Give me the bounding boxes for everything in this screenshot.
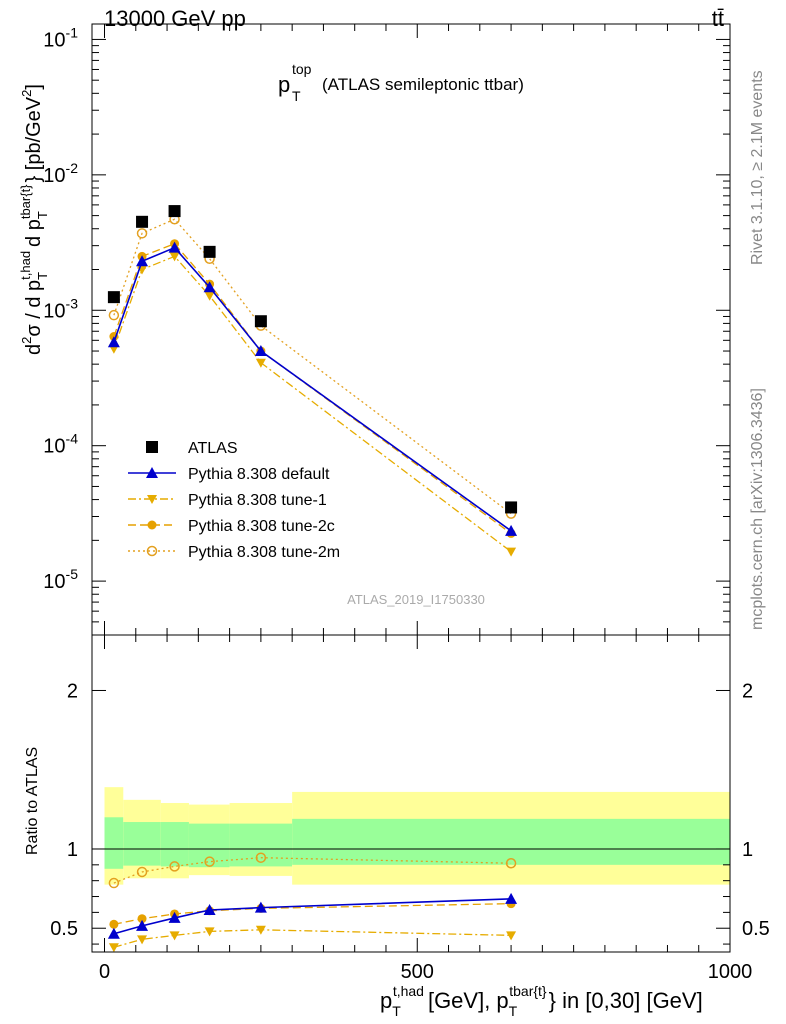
legend-label-default: Pythia 8.308 default bbox=[188, 466, 330, 483]
point-tune2m bbox=[108, 309, 120, 321]
uncertainty-band-inner bbox=[229, 823, 293, 867]
ratio-point-tune1 bbox=[255, 925, 266, 935]
point-atlas bbox=[203, 245, 216, 258]
main-y-axis-label: d2σ / d pTt,hadd pTtbar{t}} [pb/GeV2] bbox=[18, 84, 50, 355]
point-atlas bbox=[254, 315, 267, 328]
ratio-point-default bbox=[168, 911, 181, 923]
ratio-y-axis-label: Ratio to ATLAS bbox=[24, 747, 41, 855]
legend-marker-default bbox=[146, 467, 158, 478]
point-tune1 bbox=[169, 252, 180, 262]
ratio-y-tick-label-left: 2 bbox=[67, 680, 78, 702]
x-tick-label: 500 bbox=[401, 961, 434, 983]
y-tick-label: 10-1 bbox=[43, 24, 78, 51]
svg-text:pTt,had[GeV], pTtbar{t}} in [0: pTt,had [GeV], pTtbar{t}} in [0,30] [GeV] bbox=[380, 983, 703, 1019]
y-tick-label: 10-2 bbox=[43, 160, 78, 187]
series-line-tune2m bbox=[113, 218, 512, 515]
point-default bbox=[107, 336, 120, 348]
ratio-y-tick-label-left: 1 bbox=[67, 839, 78, 861]
energy-label: 13000 GeV pp bbox=[104, 6, 246, 31]
point-tune1 bbox=[506, 547, 517, 557]
legend-label-tune1: Pythia 8.308 tune-1 bbox=[188, 492, 327, 509]
mcplots-label: mcplots.cern.ch [arXiv:1306.3436] bbox=[749, 388, 766, 630]
uncertainty-band-inner bbox=[292, 818, 730, 865]
series-line-tune2c bbox=[113, 242, 512, 534]
legend-label-tune2m: Pythia 8.308 tune-2m bbox=[188, 544, 340, 561]
ratio-line-tune2c bbox=[113, 903, 512, 925]
ratio-point-tune1 bbox=[169, 931, 180, 941]
ratio-point-tune1 bbox=[506, 931, 517, 941]
rivet-label: Rivet 3.1.10, ≥ 2.1M events bbox=[749, 70, 766, 265]
plot-title-main: p bbox=[278, 72, 290, 97]
ratio-point-tune2c bbox=[137, 914, 147, 924]
y-tick-label: 10-4 bbox=[43, 431, 78, 458]
x-tick-label: 1000 bbox=[708, 961, 753, 983]
ratio-point-default bbox=[254, 901, 267, 913]
point-atlas bbox=[168, 205, 181, 218]
process-label: tt̄ bbox=[712, 6, 724, 31]
ratio-point-default bbox=[136, 919, 149, 931]
legend-marker-tune1 bbox=[147, 495, 157, 504]
ratio-point-default bbox=[107, 927, 120, 939]
ratio-point-tune1 bbox=[204, 927, 215, 937]
series-line-tune1 bbox=[113, 255, 512, 553]
point-tune1 bbox=[255, 358, 266, 368]
plot-title: p top T (ATLAS semileptonic ttbar) bbox=[278, 61, 524, 104]
ratio-panel: 0.5 0.5 1 1 2 2 0 500 1000 Ratio to ATLAS pTt,ha… bbox=[24, 634, 770, 1019]
ratio-point-tune2c bbox=[109, 919, 119, 929]
point-tune2m bbox=[136, 228, 148, 239]
legend: ATLAS Pythia 8.308 default Pythia 8.308 tu… bbox=[128, 440, 340, 561]
main-panel: ATLAS_2019_I1750330 p top T (ATLAS semil… bbox=[18, 23, 731, 636]
plot-title-sub: T bbox=[292, 88, 301, 104]
ratio-y-tick-label-right: 0.5 bbox=[742, 918, 770, 940]
svg-text:p: p bbox=[278, 72, 290, 97]
uncertainty-band-inner bbox=[104, 817, 124, 869]
point-default bbox=[168, 241, 181, 253]
ratio-point-tune2m bbox=[108, 877, 120, 889]
ratio-point-tune2m bbox=[169, 861, 180, 872]
point-atlas bbox=[136, 215, 149, 228]
ratio-point-tune2m bbox=[136, 866, 148, 878]
ratio-y-tick-label-right: 1 bbox=[742, 839, 753, 861]
ratio-frame bbox=[91, 634, 731, 953]
ratio-y-tick-label-right: 2 bbox=[742, 680, 753, 702]
uncertainty-band-inner bbox=[188, 823, 230, 868]
ratio-point-tune2m bbox=[204, 856, 215, 867]
point-default bbox=[505, 524, 518, 536]
legend-marker-atlas bbox=[146, 441, 158, 453]
plot-title-sup: top bbox=[292, 61, 312, 77]
svg-text:d2σ / d pTt,hadd pTtbar{t}} [p: d2σ / d pTt,hadd pTtbar{t}} [pb/GeV2] bbox=[18, 84, 50, 355]
legend-marker-tune2c bbox=[147, 520, 157, 530]
point-atlas bbox=[505, 501, 518, 514]
y-tick-label: 10-5 bbox=[43, 566, 78, 593]
point-default bbox=[254, 345, 267, 357]
point-default bbox=[203, 281, 216, 293]
ratio-point-default bbox=[203, 903, 216, 915]
uncertainty-band-inner bbox=[160, 822, 189, 867]
uncertainty-band-inner bbox=[123, 822, 161, 866]
legend-label-tune2c: Pythia 8.308 tune-2c bbox=[188, 518, 335, 535]
plot-title-rest: (ATLAS semileptonic ttbar) bbox=[322, 75, 524, 94]
x-axis-label: pTt,had [GeV], pTtbar{t}} in [0,30] [GeV] bbox=[380, 983, 703, 1019]
x-tick-label: 0 bbox=[99, 961, 110, 983]
point-tune1 bbox=[204, 291, 215, 301]
analysis-watermark: ATLAS_2019_I1750330 bbox=[347, 592, 485, 607]
point-default bbox=[136, 255, 149, 267]
legend-label-atlas: ATLAS bbox=[188, 440, 238, 457]
ratio-line-default bbox=[113, 898, 512, 935]
y-tick-label: 10-3 bbox=[43, 295, 78, 322]
ratio-y-tick-label-left: 0.5 bbox=[50, 918, 78, 940]
ratio-point-tune1 bbox=[108, 943, 119, 953]
point-atlas bbox=[107, 291, 120, 304]
series-line-default bbox=[113, 246, 512, 532]
legend-marker-tune2m bbox=[146, 545, 158, 557]
ratio-point-tune1 bbox=[137, 935, 148, 945]
ratio-point-tune2m bbox=[255, 852, 267, 863]
ratio-point-default bbox=[505, 892, 518, 904]
ratio-point-tune2m bbox=[505, 857, 517, 869]
